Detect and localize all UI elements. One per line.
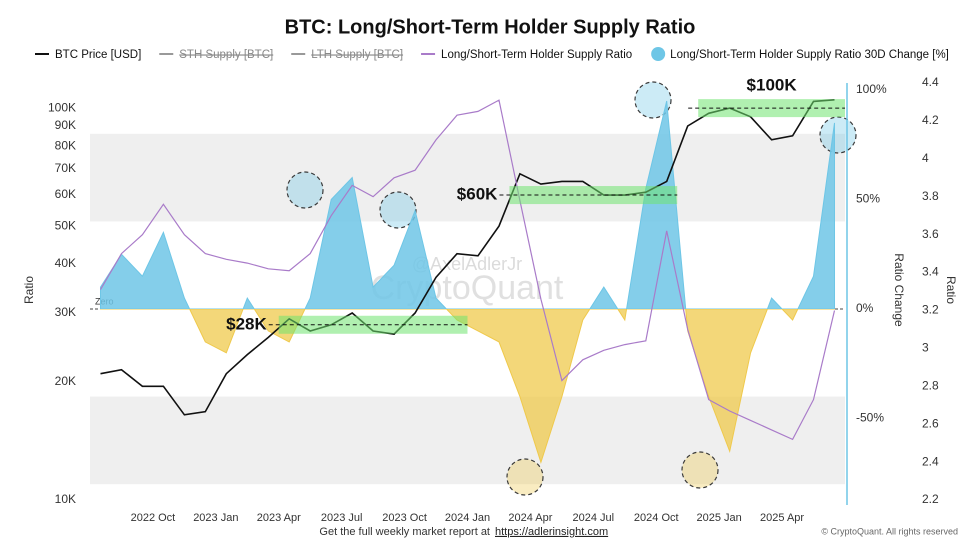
y-tick-label: 40K <box>55 256 76 270</box>
x-tick-label: 2023 Oct <box>382 512 427 524</box>
y3-tick-label: 3.2 <box>922 303 939 317</box>
level-band <box>698 99 845 118</box>
y3-tick-label: 4.2 <box>922 113 939 127</box>
level-label: $28K <box>226 314 267 333</box>
y3-tick-label: 4 <box>922 151 929 165</box>
y3-tick-label: 3 <box>922 341 929 355</box>
shaded-band <box>90 133 845 222</box>
legend-swatch <box>651 47 666 61</box>
y-tick-label: 70K <box>55 161 76 175</box>
y3-tick-label: 3.8 <box>922 189 939 203</box>
y3-tick-label: 2.4 <box>922 454 939 468</box>
x-tick-label: 2023 Apr <box>257 512 301 524</box>
level-band <box>278 315 468 334</box>
x-tick-label: 2024 Oct <box>634 512 679 524</box>
y3-tick-label: 3.6 <box>922 227 939 241</box>
y3-tick-label: 2.2 <box>922 492 939 506</box>
legend-entry[interactable]: BTC Price [USD] <box>55 49 141 61</box>
y-tick-label: 80K <box>55 138 76 152</box>
y2-tick-label: 100% <box>856 82 887 96</box>
area-negative <box>99 309 836 464</box>
x-tick-label: 2025 Jan <box>697 512 742 524</box>
highlight-circles <box>286 81 857 496</box>
footer-link[interactable]: https://adlerinsight.com <box>495 526 608 538</box>
level-label: $100K <box>747 76 798 95</box>
y-tick-label: 50K <box>55 218 76 232</box>
y3-tick-label: 2.8 <box>922 378 939 392</box>
y2-tick-label: 0% <box>856 301 874 315</box>
y3-tick-label: 4.4 <box>922 75 939 89</box>
x-tick-label: 2023 Jul <box>321 512 363 524</box>
area-positive <box>99 100 836 310</box>
footer-text: Get the full weekly market report at <box>319 526 490 538</box>
watermark: @AxelAdlerJr <box>412 254 522 274</box>
y-tick-label: 90K <box>55 118 76 132</box>
chart-title: BTC: Long/Short-Term Holder Supply Ratio <box>285 16 696 38</box>
level-label: $60K <box>457 185 498 204</box>
legend-entry[interactable]: STH Supply [BTC] <box>179 49 273 61</box>
highlight <box>286 171 324 209</box>
x-tick-label: 2024 Apr <box>508 512 552 524</box>
x-tick-label: 2024 Jul <box>573 512 615 524</box>
y2-tick-label: 50% <box>856 192 880 206</box>
y-tick-label: 20K <box>55 374 76 388</box>
x-tick-label: 2023 Jan <box>193 512 238 524</box>
y2-tick-label: -50% <box>856 411 884 425</box>
series-line <box>99 99 836 441</box>
y-tick-label: 60K <box>55 187 76 201</box>
highlight <box>379 191 417 229</box>
highlight <box>681 451 719 489</box>
copyright: © CryptoQuant. All rights reserved <box>821 526 958 536</box>
x-tick-label: 2022 Oct <box>131 512 176 524</box>
y-axis-label: Ratio <box>22 276 36 304</box>
y3-tick-label: 2.6 <box>922 416 939 430</box>
y2-axis-label: Ratio Change <box>892 253 906 327</box>
highlight <box>506 458 544 496</box>
legend-entry[interactable]: Long/Short-Term Holder Supply Ratio <box>441 49 632 61</box>
highlight <box>819 116 857 154</box>
y3-axis-label: Ratio <box>944 276 958 304</box>
highlight <box>634 81 672 119</box>
legend-entry[interactable]: LTH Supply [BTC] <box>311 49 403 61</box>
x-tick-label: 2024 Jan <box>445 512 490 524</box>
legend-entry[interactable]: Long/Short-Term Holder Supply Ratio 30D … <box>670 49 949 61</box>
y-tick-label: 100K <box>48 100 76 114</box>
y-tick-label: 30K <box>55 305 76 319</box>
y-tick-label: 10K <box>55 492 76 506</box>
x-tick-label: 2025 Apr <box>760 512 804 524</box>
y3-tick-label: 3.4 <box>922 265 939 279</box>
